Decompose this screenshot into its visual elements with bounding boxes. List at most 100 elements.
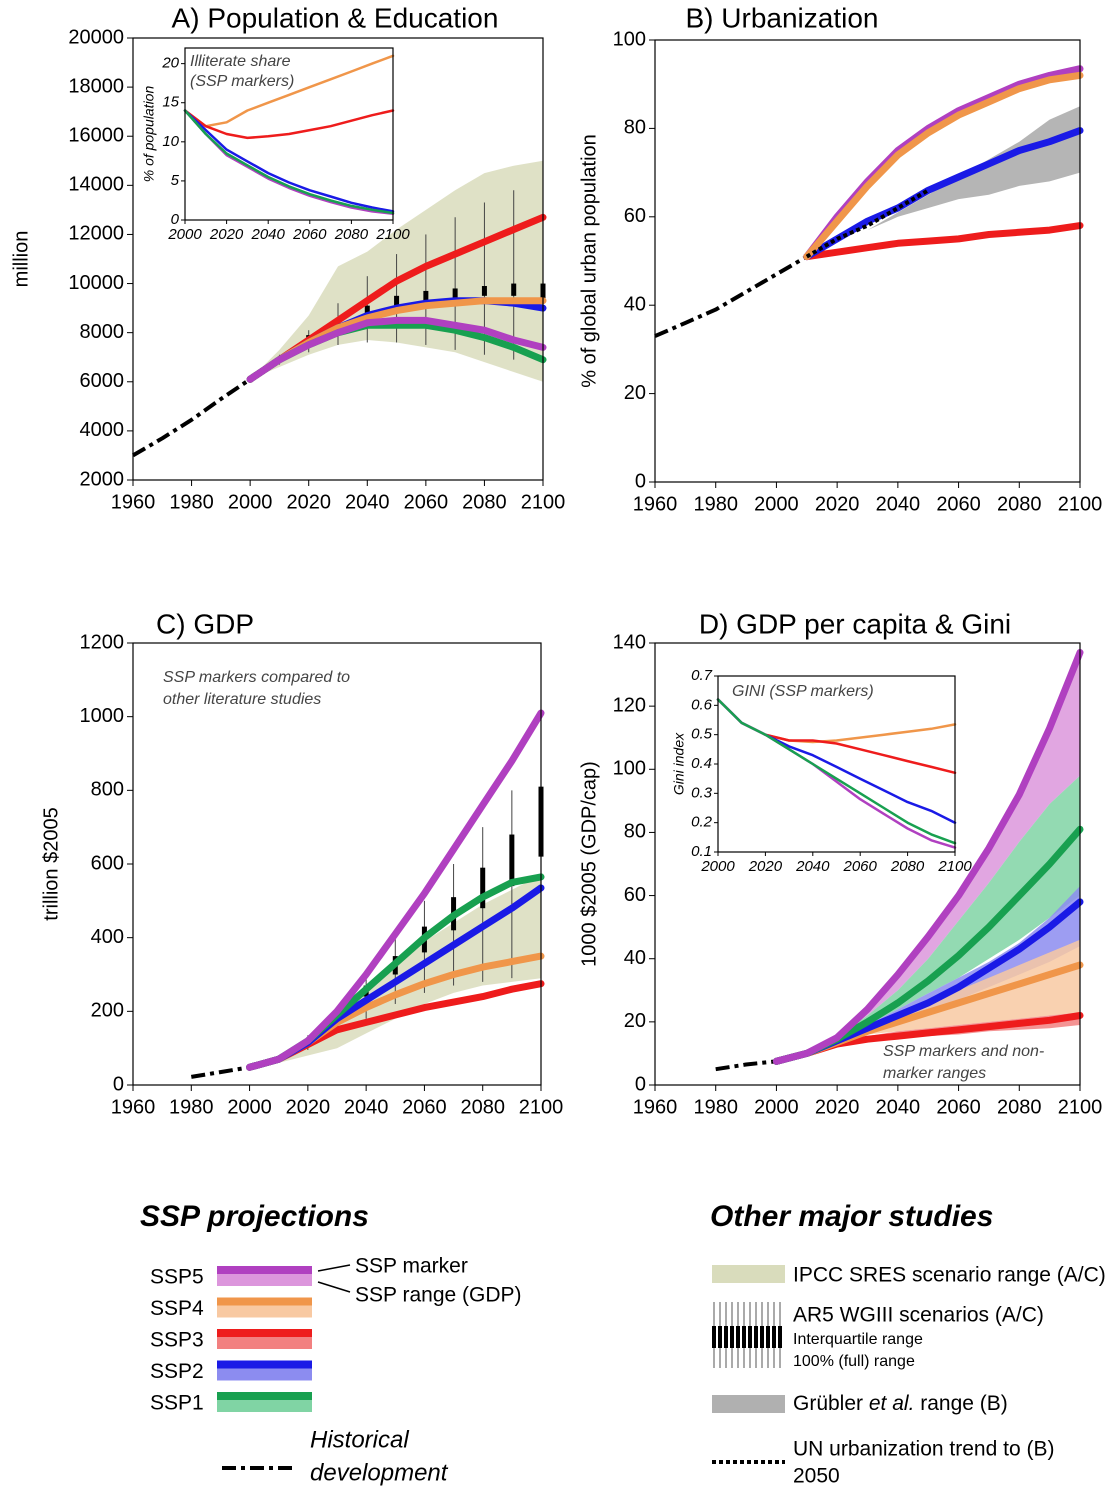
x-tick-label: 2000 bbox=[700, 858, 735, 875]
x-tick-label: 2040 bbox=[251, 226, 286, 243]
panel: 1960 1980 2000 2020 2040 2060 2080 210002040608… bbox=[578, 2, 1102, 515]
y-tick-label: 0 bbox=[635, 1073, 646, 1095]
y-tick-label: 10000 bbox=[68, 272, 124, 294]
x-tick-label: 1980 bbox=[169, 1096, 214, 1118]
plot-frame bbox=[654, 642, 1081, 1086]
series-line bbox=[183, 54, 395, 128]
x-tick-label: 2080 bbox=[997, 1096, 1042, 1118]
y-tick-label: 100 bbox=[613, 28, 646, 50]
x-tick-label: 2060 bbox=[936, 493, 981, 515]
series-line bbox=[803, 127, 1084, 261]
y-tick-label: 400 bbox=[91, 926, 124, 948]
legend-label: SSP2 bbox=[150, 1360, 204, 1383]
y-tick-label: 120 bbox=[613, 694, 646, 716]
marker-swatch bbox=[217, 1266, 312, 1274]
label-part: et al. bbox=[869, 1392, 915, 1415]
y-tick-label: 60 bbox=[624, 205, 646, 227]
series-line bbox=[803, 222, 1084, 261]
y-tick-label: 0.3 bbox=[691, 784, 713, 801]
x-tick-label: 2000 bbox=[167, 226, 202, 243]
x-tick-label: 2020 bbox=[815, 1096, 860, 1118]
x-tick-label: 2020 bbox=[286, 491, 331, 513]
x-tick-label: 2040 bbox=[876, 1096, 921, 1118]
legend-title: SSP projections bbox=[140, 1200, 369, 1233]
series-line bbox=[716, 698, 957, 845]
x-tick-label: 2060 bbox=[936, 1096, 981, 1118]
ar5-interquartile bbox=[509, 834, 515, 887]
y-tick-label: 0.2 bbox=[691, 814, 713, 831]
series-line bbox=[654, 254, 808, 338]
x-tick-label: 2020 bbox=[748, 858, 783, 875]
x-tick-label: 2040 bbox=[344, 1096, 389, 1118]
y-tick-label: 200 bbox=[91, 1000, 124, 1022]
x-tick-label: 1980 bbox=[169, 491, 214, 513]
series-line bbox=[246, 316, 547, 383]
legend-title: Other major studies bbox=[710, 1200, 993, 1233]
y-tick-label: 14000 bbox=[68, 174, 124, 196]
panel: 1960 1980 2000 2020 2040 2060 2080 2100 0 200 400 6… bbox=[40, 608, 563, 1118]
x-tick-label: 2080 bbox=[460, 1096, 505, 1118]
x-tick-label: 2080 bbox=[890, 858, 925, 875]
inset-title: Illiterate share bbox=[190, 53, 291, 70]
legend-label: SSP1 bbox=[150, 1392, 204, 1415]
series-line bbox=[246, 709, 545, 1071]
y-tick-label: 15 bbox=[162, 94, 179, 111]
ar5-interquartile bbox=[423, 290, 429, 301]
y-tick-label: 20 bbox=[624, 1010, 646, 1032]
chart-title: D) GDP per capita & Gini bbox=[699, 608, 1011, 639]
legend-label: SSP range (GDP) bbox=[355, 1284, 522, 1307]
y-tick-label: 8000 bbox=[80, 321, 125, 343]
x-tick-label: 2020 bbox=[286, 1096, 331, 1118]
y-tick-label: 1000 bbox=[80, 705, 125, 727]
leader-line bbox=[317, 1281, 351, 1293]
y-tick-label: 60 bbox=[624, 884, 646, 906]
series-line bbox=[772, 649, 1084, 1065]
x-tick-label: 2080 bbox=[462, 491, 507, 513]
series-line bbox=[183, 109, 395, 140]
x-tick-label: 2100 bbox=[937, 858, 972, 875]
x-tick-label: 2000 bbox=[754, 493, 799, 515]
label-part: Grübler bbox=[793, 1392, 863, 1415]
y-axis-label: 1000 $2005 (GDP/cap) bbox=[578, 761, 600, 967]
marker-swatch bbox=[217, 1329, 312, 1337]
legend-label: SSP marker bbox=[355, 1255, 468, 1278]
x-tick-label: 2000 bbox=[754, 1096, 799, 1118]
y-tick-label: 0.4 bbox=[691, 755, 712, 772]
x-tick-label: 2000 bbox=[228, 491, 273, 513]
sres-swatch bbox=[712, 1265, 785, 1283]
legend-label: SSP3 bbox=[150, 1329, 204, 1352]
ar5-swatch bbox=[712, 1302, 782, 1368]
chart-title: B) Urbanization bbox=[686, 2, 879, 33]
x-tick-label: 1960 bbox=[111, 491, 156, 513]
y-tick-label: 0 bbox=[113, 1073, 124, 1095]
gruebler-swatch bbox=[712, 1395, 785, 1413]
legend-label: 2050 bbox=[793, 1465, 840, 1488]
x-tick-label: 2000 bbox=[227, 1096, 272, 1118]
series-line bbox=[183, 109, 395, 215]
ar5-interquartile bbox=[480, 867, 486, 909]
marker-swatch bbox=[217, 1360, 312, 1369]
legend-label: IPCC SRES scenario range (A/C) bbox=[793, 1264, 1106, 1287]
chart-title: C) GDP bbox=[156, 608, 254, 639]
series-line bbox=[715, 1059, 777, 1072]
inset: 2000 2020 2040 2060 2080 2100 0.1 0.2 0.3 0.4 0.5 0… bbox=[671, 667, 973, 875]
inset-y-label: Gini index bbox=[671, 732, 687, 795]
marker-swatch bbox=[217, 1392, 312, 1400]
x-tick-label: 2020 bbox=[815, 493, 860, 515]
x-tick-label: 2080 bbox=[334, 226, 369, 243]
plot-frame bbox=[654, 39, 1081, 483]
ar5-interquartile bbox=[481, 286, 487, 296]
legend-label: Grübler et al. range (B) bbox=[793, 1392, 1008, 1415]
legend-label: SSP4 bbox=[150, 1297, 204, 1320]
ar5-interquartile bbox=[452, 288, 458, 299]
legend-label: UN urbanization trend to (B) bbox=[793, 1438, 1054, 1461]
x-tick-label: 2060 bbox=[292, 226, 327, 243]
range-band bbox=[837, 775, 1080, 1041]
y-tick-label: 16000 bbox=[68, 125, 124, 147]
y-axis-label: % of global urban population bbox=[578, 134, 600, 388]
y-tick-label: 6000 bbox=[80, 370, 125, 392]
series-line bbox=[803, 71, 1084, 261]
inset-y-label: % of population bbox=[141, 86, 157, 183]
